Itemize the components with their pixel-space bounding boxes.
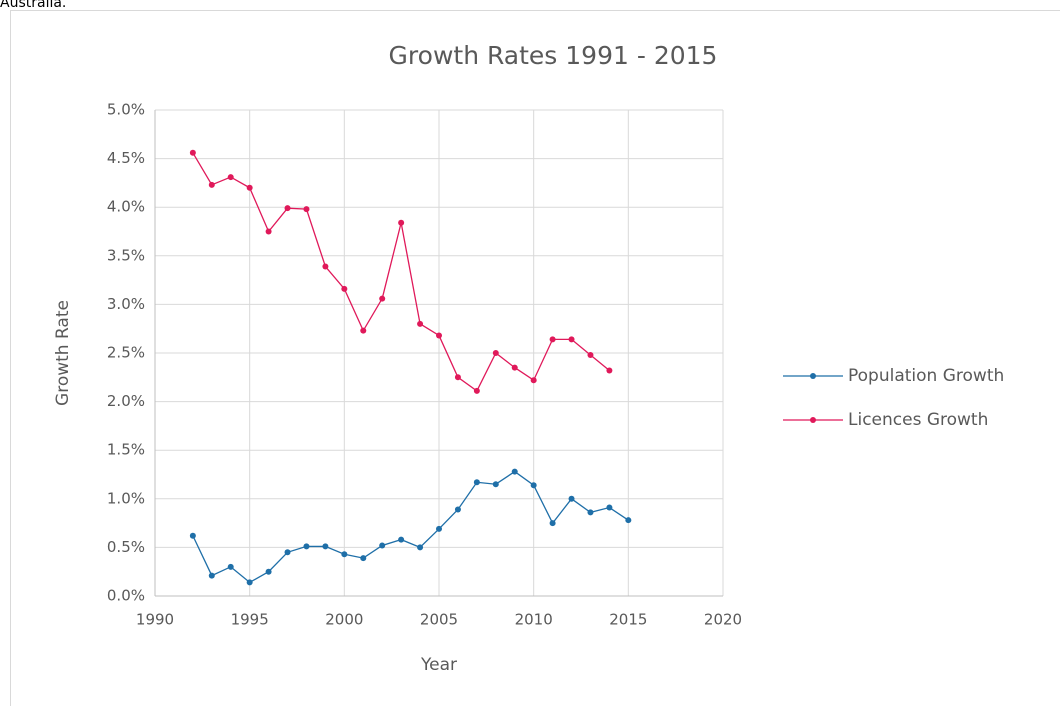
data-point [474, 479, 480, 485]
data-point [455, 506, 461, 512]
x-tick-label: 2005 [420, 611, 458, 629]
y-tick-label: 5.0% [107, 101, 145, 119]
series-line [193, 153, 610, 391]
data-point [569, 496, 575, 502]
data-point [266, 569, 272, 575]
data-point [379, 542, 385, 548]
y-tick-label: 3.5% [107, 246, 145, 264]
y-tick-label: 2.0% [107, 392, 145, 410]
data-point [417, 321, 423, 327]
data-point [569, 336, 575, 342]
data-point [606, 367, 612, 373]
y-tick-label: 0.5% [107, 538, 145, 556]
y-axis-title: Growth Rate [53, 300, 73, 406]
legend-marker [810, 417, 816, 423]
data-point [247, 185, 253, 191]
caption: Australia. [0, 0, 66, 11]
y-tick-label: 1.5% [107, 441, 145, 459]
data-point [341, 551, 347, 557]
x-tick-label: 1990 [136, 611, 174, 629]
legend-marker [810, 373, 816, 379]
data-point [190, 150, 196, 156]
series-line [193, 472, 628, 583]
data-point [266, 229, 272, 235]
data-point [531, 377, 537, 383]
y-tick-label: 3.0% [107, 295, 145, 313]
data-point [322, 263, 328, 269]
data-point [493, 481, 499, 487]
data-point [493, 350, 499, 356]
data-point [285, 205, 291, 211]
chart-title: Growth Rates 1991 - 2015 [389, 41, 718, 70]
x-axis-title: Year [420, 655, 457, 675]
x-tick-label: 2020 [704, 611, 742, 629]
legend-label: Population Growth [848, 366, 1004, 386]
y-tick-label: 4.5% [107, 149, 145, 167]
data-point [379, 296, 385, 302]
data-point [474, 388, 480, 394]
data-point [587, 509, 593, 515]
y-tick-label: 0.0% [107, 587, 145, 605]
data-point [209, 182, 215, 188]
data-point [512, 469, 518, 475]
data-point [436, 333, 442, 339]
data-point [550, 520, 556, 526]
data-point [360, 555, 366, 561]
data-point [322, 543, 328, 549]
data-point [398, 220, 404, 226]
chart-border [11, 11, 1060, 707]
data-point [587, 352, 593, 358]
x-tick-label: 1995 [231, 611, 269, 629]
data-point [436, 526, 442, 532]
data-point [303, 206, 309, 212]
y-tick-label: 4.0% [107, 198, 145, 216]
data-point [341, 286, 347, 292]
data-point [247, 579, 253, 585]
data-point [398, 537, 404, 543]
data-point [360, 328, 366, 334]
data-point [625, 517, 631, 523]
data-point [455, 374, 461, 380]
legend-label: Licences Growth [848, 410, 988, 430]
data-point [209, 573, 215, 579]
x-tick-label: 2000 [325, 611, 363, 629]
y-tick-label: 1.0% [107, 489, 145, 507]
data-point [303, 543, 309, 549]
data-point [550, 336, 556, 342]
y-tick-label: 2.5% [107, 344, 145, 362]
data-point [190, 533, 196, 539]
data-point [606, 505, 612, 511]
data-point [228, 174, 234, 180]
data-point [512, 365, 518, 371]
x-tick-label: 2015 [609, 611, 647, 629]
data-point [417, 544, 423, 550]
data-point [531, 482, 537, 488]
data-point [228, 564, 234, 570]
data-point [285, 549, 291, 555]
x-tick-label: 2010 [515, 611, 553, 629]
